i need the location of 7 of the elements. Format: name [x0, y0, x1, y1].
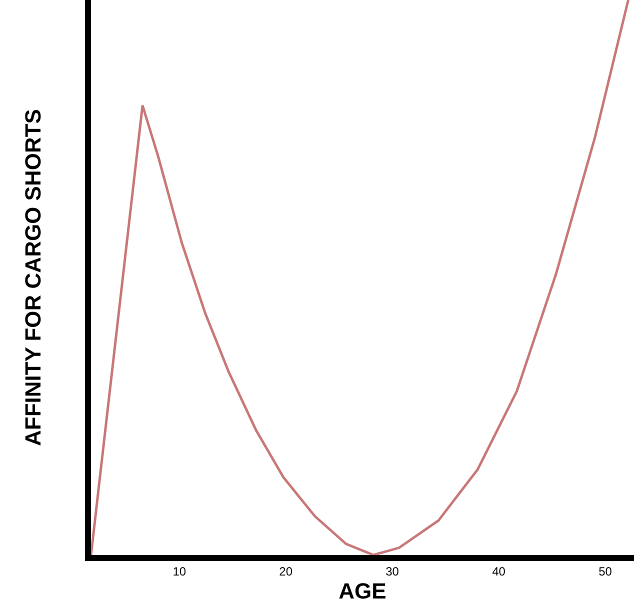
- x-tick-label: 10: [172, 564, 186, 578]
- x-axis-title: AGE: [338, 578, 386, 604]
- x-tick-label: 50: [598, 564, 612, 578]
- x-tick-label: 40: [492, 564, 506, 578]
- x-tick-label: 30: [386, 564, 400, 578]
- y-axis-title: AFFINITY FOR CARGO SHORTS: [20, 109, 46, 446]
- x-tick-label: 20: [279, 564, 293, 578]
